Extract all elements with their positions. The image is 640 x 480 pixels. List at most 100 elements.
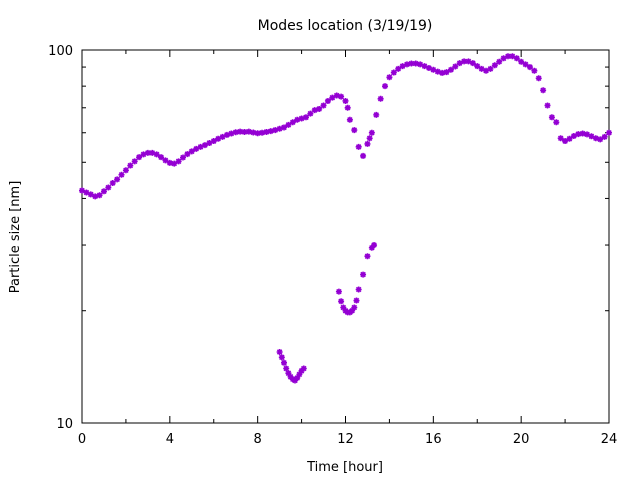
data-point	[360, 271, 367, 278]
data-point	[456, 60, 463, 67]
data-point	[452, 63, 459, 70]
data-point	[92, 193, 99, 200]
data-point	[403, 61, 410, 68]
data-point	[584, 131, 591, 138]
x-tick-label: 12	[337, 432, 354, 447]
data-point	[294, 116, 301, 123]
data-point	[474, 63, 481, 70]
data-point	[421, 63, 428, 70]
data-point	[575, 131, 582, 138]
x-tick-label: 20	[513, 432, 530, 447]
y-tick-label: 10	[56, 417, 73, 432]
data-point	[263, 128, 270, 135]
data-point	[382, 83, 389, 90]
axis-ticks	[81, 49, 610, 424]
data-point	[237, 128, 244, 135]
x-tick-label: 16	[425, 432, 442, 447]
data-point	[298, 115, 305, 122]
data-point	[245, 128, 252, 135]
data-point	[188, 148, 195, 155]
x-tick-label: 4	[166, 432, 174, 447]
data-point	[87, 191, 94, 198]
data-point	[83, 189, 90, 196]
data-point	[377, 95, 384, 102]
data-point	[153, 151, 160, 158]
data-point	[210, 138, 217, 145]
data-point	[340, 304, 347, 311]
data-point	[399, 63, 406, 70]
data-point	[335, 288, 342, 295]
data-point	[522, 61, 529, 68]
data-point	[487, 65, 494, 72]
data-point	[544, 102, 551, 109]
data-point	[291, 377, 298, 384]
data-point	[100, 188, 107, 195]
data-point	[368, 244, 375, 251]
data-point	[285, 121, 292, 128]
data-point	[276, 125, 283, 132]
data-point	[259, 129, 266, 136]
data-point	[162, 157, 169, 164]
data-point	[465, 58, 472, 65]
data-point	[360, 152, 367, 159]
data-point	[215, 135, 222, 142]
data-point	[281, 359, 288, 366]
data-point	[144, 149, 151, 156]
y-axis-label: Particle size [nm]	[8, 181, 23, 294]
data-point	[601, 133, 608, 140]
data-point	[296, 371, 303, 378]
data-point	[285, 370, 292, 377]
data-point	[351, 304, 358, 311]
data-point	[320, 102, 327, 109]
data-point	[254, 130, 261, 137]
data-point	[338, 93, 345, 100]
data-point	[390, 69, 397, 76]
data-point	[109, 179, 116, 186]
data-point	[250, 129, 257, 136]
data-point	[206, 140, 213, 147]
data-point	[197, 143, 204, 150]
data-point	[344, 104, 351, 111]
data-point	[531, 67, 538, 74]
data-point	[193, 145, 200, 152]
data-point	[316, 105, 323, 112]
data-point	[311, 107, 318, 114]
data-point	[355, 286, 362, 293]
data-point	[302, 114, 309, 121]
data-point	[333, 92, 340, 99]
data-point	[281, 124, 288, 131]
data-point	[140, 151, 147, 158]
data-point	[496, 58, 503, 65]
data-point	[364, 253, 371, 260]
data-point	[430, 66, 437, 73]
tick-labels: 0 4 8 12 16 20 24 10 100	[48, 44, 617, 447]
data-point	[386, 74, 393, 81]
data-point	[349, 307, 356, 314]
data-point	[500, 55, 507, 62]
data-point	[588, 133, 595, 140]
data-point	[267, 128, 274, 135]
data-point	[171, 160, 178, 167]
data-point	[443, 69, 450, 76]
data-point	[149, 149, 156, 156]
chart-title: Modes location (3/19/19)	[258, 18, 433, 34]
data-point	[579, 130, 586, 137]
data-point	[540, 87, 547, 94]
data-point	[127, 162, 134, 169]
data-point	[513, 55, 520, 62]
data-point	[518, 58, 525, 65]
data-point	[131, 158, 138, 165]
data-point	[408, 60, 415, 67]
data-point	[353, 297, 360, 304]
data-point	[96, 192, 103, 199]
data-point	[366, 135, 373, 142]
data-point	[425, 64, 432, 71]
y-tick-label: 100	[48, 44, 73, 59]
x-tick-label: 8	[254, 432, 262, 447]
data-point	[469, 60, 476, 67]
data-point	[241, 128, 248, 135]
data-markers	[79, 53, 612, 384]
data-point	[351, 127, 358, 134]
data-point	[283, 365, 290, 372]
